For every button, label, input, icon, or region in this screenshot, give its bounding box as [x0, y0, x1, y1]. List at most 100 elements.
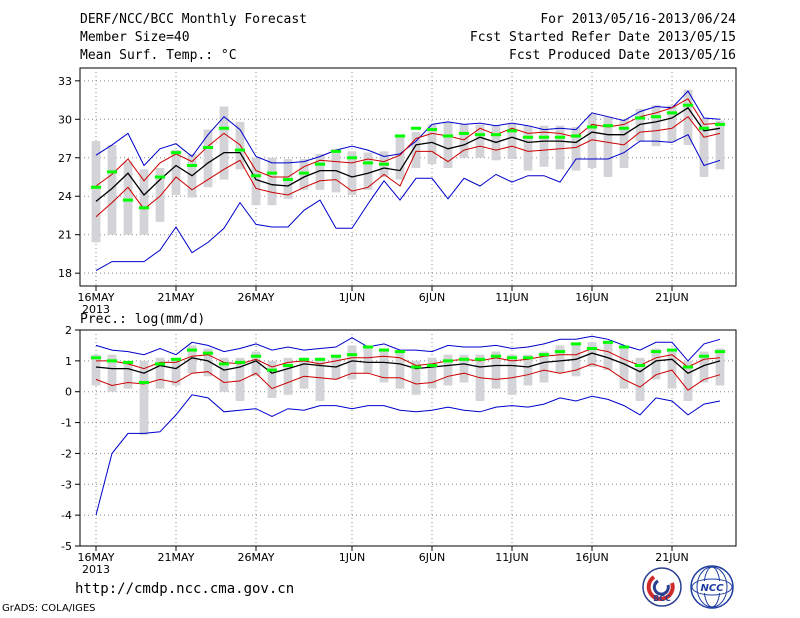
median-marker [618, 345, 630, 349]
median-marker [650, 350, 662, 354]
median-marker [314, 357, 326, 361]
member-range-bar [603, 116, 613, 177]
y-tick-label: 0 [65, 386, 72, 399]
median-marker [122, 198, 134, 202]
ensemble-max-line [95, 335, 721, 362]
x-tick-label: 26MAY [238, 551, 275, 564]
member-range-bar [283, 357, 293, 395]
member-range-bar [251, 351, 261, 377]
y-tick-label: 2 [65, 324, 72, 337]
source-url[interactable]: http://cmdp.ncc.cma.gov.cn [75, 581, 295, 597]
member-range-bar [539, 351, 549, 383]
x-tick-label: 21MAY [158, 551, 195, 564]
x-tick-label: 16JUN [575, 291, 609, 304]
median-marker [458, 131, 470, 135]
median-marker [538, 353, 550, 357]
y-tick-label: 33 [58, 75, 72, 88]
median-marker [218, 126, 230, 130]
member-range-bar [587, 114, 597, 169]
member-range-bar [491, 351, 501, 389]
median-marker [682, 365, 694, 369]
member-range-bar [619, 119, 629, 169]
median-marker [362, 345, 374, 349]
median-marker [410, 126, 422, 130]
member-range-bar [203, 348, 213, 377]
median-marker [282, 178, 294, 182]
x-tick-label: 21MAY [158, 291, 195, 304]
median-marker [330, 149, 342, 153]
median-marker [538, 135, 550, 139]
member-range-bar [699, 118, 709, 177]
median-marker [506, 356, 518, 360]
y-tick-label: -2 [61, 447, 72, 460]
member-range-bar [267, 157, 277, 206]
y-tick-label: 27 [58, 152, 72, 165]
y-tick-label: 18 [58, 267, 72, 280]
member-range-bar [139, 169, 149, 235]
member-range-bar [715, 120, 725, 170]
y-tick-label: -4 [61, 509, 72, 522]
median-marker [634, 363, 646, 367]
median-marker [426, 128, 438, 132]
median-marker [362, 161, 374, 165]
ensemble-min-line [95, 394, 721, 516]
member-range-bar [267, 360, 277, 398]
member-range-bar [651, 105, 661, 147]
member-range-bar [459, 124, 469, 158]
member-range-bar [187, 345, 197, 374]
member-range-bar [171, 357, 181, 386]
median-marker [698, 126, 710, 130]
member-range-bar [715, 348, 725, 386]
member-range-bar [91, 141, 101, 243]
median-marker [186, 348, 198, 352]
member-range-bar [363, 152, 373, 190]
member-range-bar [315, 357, 325, 401]
median-marker [346, 353, 358, 357]
plot-frame [79, 329, 737, 547]
median-marker [234, 360, 246, 364]
median-marker [474, 133, 486, 137]
member-range-bar [699, 351, 709, 383]
member-range-bar [427, 357, 437, 389]
grads-credit: GrADS: COLA/IGES [2, 603, 96, 614]
member-range-bar [651, 348, 661, 380]
median-marker [394, 134, 406, 138]
median-marker [714, 122, 726, 126]
x-tick-label: 6JUN [419, 551, 446, 564]
median-marker [394, 350, 406, 354]
ensemble-min-line [95, 134, 721, 272]
x-tick-label: 21JUN [655, 551, 689, 564]
median-marker [506, 129, 518, 133]
x-tick-label: 16MAY [78, 551, 115, 564]
median-marker [314, 162, 326, 166]
median-marker [570, 342, 582, 346]
median-marker [698, 354, 710, 358]
member-range-bar [219, 357, 229, 392]
variable-label-temperature: Mean Surf. Temp.: °C [80, 48, 237, 63]
member-range-bar [523, 125, 533, 171]
member-range-bar [155, 168, 165, 222]
member-range-bar [203, 129, 213, 188]
member-range-bar [507, 354, 517, 395]
median-marker [266, 171, 278, 175]
plot-frame [79, 67, 737, 287]
x-tick-label: 21JUN [655, 291, 689, 304]
median-marker [378, 162, 390, 166]
member-range-bar [475, 124, 485, 158]
member-range-bar [635, 357, 645, 401]
x-tick-label: 26MAY [238, 291, 275, 304]
median-marker [106, 359, 118, 363]
ncc-logo-text: NCC [700, 583, 724, 594]
median-marker [202, 351, 214, 355]
y-tick-label: 30 [58, 113, 72, 126]
y-tick-label: -5 [61, 540, 72, 553]
member-range-bar [603, 342, 613, 371]
median-marker [490, 133, 502, 137]
member-range-bar [155, 357, 165, 389]
median-marker [266, 368, 278, 372]
member-range-bar [379, 348, 389, 383]
member-range-bar [123, 161, 133, 235]
median-marker [378, 348, 390, 352]
member-range-bar [683, 360, 693, 401]
member-size: Member Size=40 [80, 30, 190, 45]
